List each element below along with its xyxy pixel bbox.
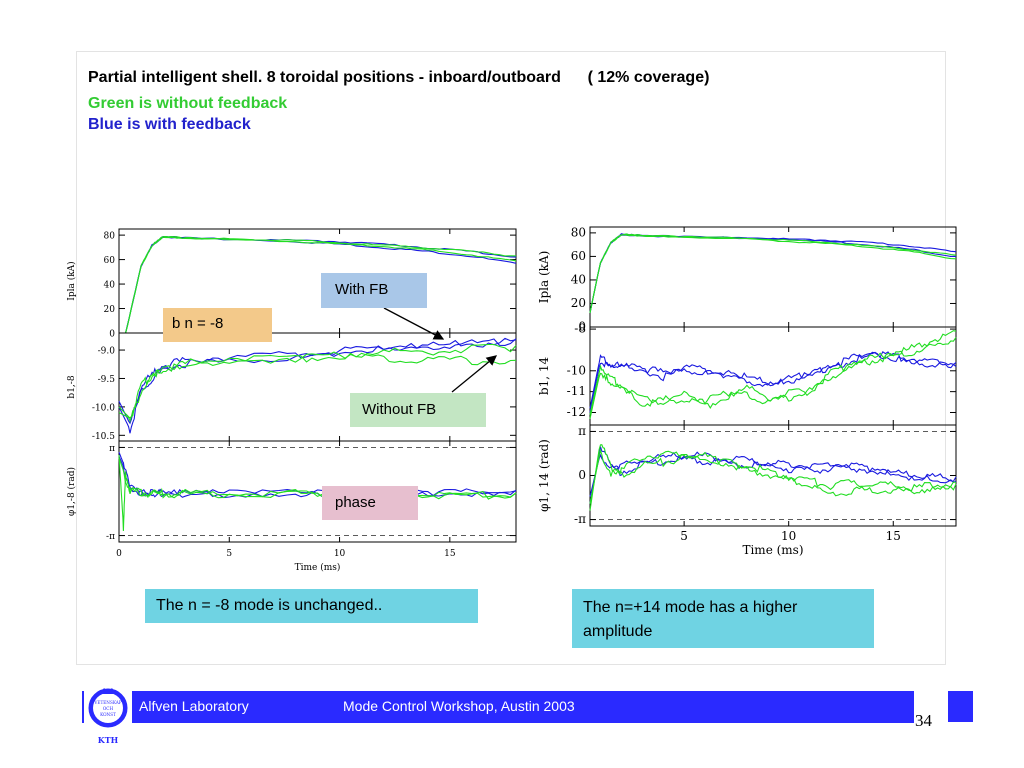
subplot-frame — [589, 226, 957, 328]
y-axis-label: Ipla (kA) — [537, 251, 551, 304]
left-caption: The n = -8 mode is unchanged.. — [145, 589, 478, 623]
footer-lab: Alfven Laboratory — [139, 698, 249, 714]
x-tick-label: 10 — [334, 549, 346, 559]
y-tick-label: -9.0 — [98, 347, 116, 357]
bn-label: b n = -8 — [163, 308, 272, 342]
y-tick-label: -10.0 — [92, 403, 115, 413]
slide-title: Partial intelligent shell. 8 toroidal po… — [88, 69, 710, 86]
series-with-fb — [589, 446, 957, 504]
series-without-fb — [118, 352, 517, 419]
y-axis-label: Ipla (kA) — [66, 261, 77, 300]
phase-label: phase — [322, 486, 418, 520]
x-tick-label: 15 — [444, 549, 456, 559]
svg-text:OCH: OCH — [103, 706, 114, 711]
y-tick-label: -9.5 — [98, 375, 116, 385]
y-tick-label: -10 — [567, 363, 586, 377]
right-caption: The n=+14 mode has a higher amplitude — [572, 589, 874, 648]
series-with-fb — [589, 350, 957, 409]
subplot-frame — [118, 440, 517, 543]
x-tick-label: 15 — [886, 529, 901, 543]
svg-text:VETENSKAP: VETENSKAP — [93, 700, 121, 705]
series-without-fb — [589, 234, 957, 314]
subplot-frame — [589, 326, 957, 426]
y-axis-label: b1,-8 — [67, 375, 77, 398]
without-fb-label: Without FB — [350, 393, 486, 427]
y-tick-label: 40 — [571, 272, 586, 286]
svg-text:KTH: KTH — [98, 735, 119, 745]
series-without-fb — [589, 444, 957, 511]
subplot-frame — [589, 424, 957, 527]
series-with-fb — [118, 456, 517, 499]
y-axis-label: φ1, 14 (rad) — [537, 439, 551, 512]
series-without-fb — [589, 337, 957, 415]
green-legend-note: Green is without feedback — [88, 95, 288, 112]
y-tick-label: -11 — [567, 384, 586, 398]
y-axis-label: b1, 14 — [537, 357, 551, 396]
y-tick-label: -8 — [574, 322, 586, 336]
y-tick-label: 80 — [571, 225, 586, 239]
series-with-fb — [589, 453, 957, 497]
series-with-fb — [589, 234, 956, 314]
y-tick-label: -π — [106, 532, 115, 542]
content-frame — [76, 51, 946, 665]
y-axis-label: φ1,-8 (rad) — [66, 467, 77, 516]
x-tick-label: 5 — [680, 529, 688, 543]
x-tick-label: 10 — [781, 529, 796, 543]
y-tick-label: 60 — [571, 249, 586, 263]
with-fb-label: With FB — [321, 273, 427, 308]
series-without-fb — [118, 343, 517, 423]
footer-square — [948, 691, 973, 722]
kth-logo-icon: VETENSKAP OCH KONST KTH — [84, 680, 132, 754]
series-without-fb — [589, 330, 957, 419]
x-tick-label: 0 — [116, 549, 122, 559]
y-tick-label: 0 — [109, 330, 115, 340]
series-with-fb — [589, 233, 957, 314]
series-without-fb — [119, 236, 517, 334]
y-tick-label: -π — [574, 512, 586, 526]
y-tick-label: π — [109, 444, 115, 454]
right-chart-n-plus-14: 0 20 40 60 80 Ipla (kA) -12 -11 -10 -8 b1, 14 -π 0 π φ… — [537, 225, 957, 557]
x-axis-label: Time (ms) — [295, 562, 341, 573]
series-without-fb — [118, 457, 517, 500]
y-tick-label: 20 — [571, 296, 586, 310]
y-tick-label: 40 — [104, 281, 116, 291]
footer-event: Mode Control Workshop, Austin 2003 — [343, 698, 575, 714]
page-number: 34 — [915, 711, 932, 730]
footer-bar — [82, 691, 914, 723]
y-tick-label: 60 — [104, 256, 116, 266]
y-tick-label: π — [578, 424, 586, 438]
y-tick-label: -12 — [567, 405, 586, 419]
y-tick-label: 20 — [104, 305, 116, 315]
blue-legend-note: Blue is with feedback — [88, 116, 251, 133]
x-axis-label: Time (ms) — [742, 543, 803, 557]
series-without-fb — [589, 233, 957, 314]
y-tick-label: -10.5 — [92, 432, 115, 442]
series-without-fb — [589, 448, 957, 504]
y-tick-label: 80 — [104, 232, 116, 242]
x-tick-label: 5 — [226, 549, 232, 559]
svg-text:KONST: KONST — [100, 712, 116, 717]
y-tick-label: 0 — [578, 320, 586, 334]
y-tick-label: 0 — [578, 468, 586, 482]
